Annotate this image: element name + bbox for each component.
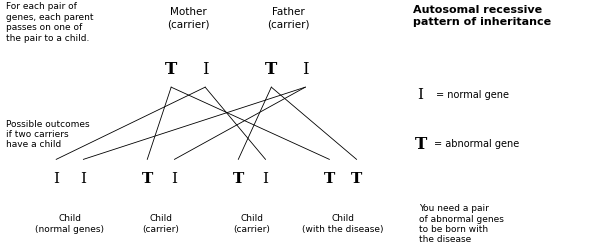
Text: = normal gene: = normal gene bbox=[436, 90, 509, 100]
Text: I: I bbox=[80, 172, 86, 186]
Text: Child
(carrier): Child (carrier) bbox=[234, 214, 270, 234]
Text: Autosomal recessive
pattern of inheritance: Autosomal recessive pattern of inheritan… bbox=[413, 5, 551, 27]
Text: Possible outcomes
if two carriers
have a child: Possible outcomes if two carriers have a… bbox=[6, 120, 90, 149]
Text: T: T bbox=[351, 172, 362, 186]
Text: Child
(carrier): Child (carrier) bbox=[143, 214, 179, 234]
Text: Child
(with the disease): Child (with the disease) bbox=[302, 214, 384, 234]
Text: I: I bbox=[418, 88, 424, 102]
Text: T: T bbox=[415, 136, 427, 153]
Text: I: I bbox=[53, 172, 59, 186]
Text: T: T bbox=[232, 172, 244, 186]
Text: = abnormal gene: = abnormal gene bbox=[434, 139, 519, 149]
Text: Father
(carrier): Father (carrier) bbox=[267, 7, 310, 29]
Text: I: I bbox=[262, 172, 268, 186]
Text: Mother
(carrier): Mother (carrier) bbox=[167, 7, 209, 29]
Text: T: T bbox=[324, 172, 335, 186]
Text: You need a pair
of abnormal genes
to be born with
the disease: You need a pair of abnormal genes to be … bbox=[419, 204, 504, 244]
Text: For each pair of
genes, each parent
passes on one of
the pair to a child.: For each pair of genes, each parent pass… bbox=[6, 2, 93, 43]
Text: T: T bbox=[141, 172, 153, 186]
Text: I: I bbox=[171, 172, 177, 186]
Text: T: T bbox=[165, 61, 177, 78]
Text: T: T bbox=[265, 61, 277, 78]
Text: I: I bbox=[302, 61, 308, 78]
Text: Child
(normal genes): Child (normal genes) bbox=[35, 214, 104, 234]
Text: I: I bbox=[202, 61, 208, 78]
